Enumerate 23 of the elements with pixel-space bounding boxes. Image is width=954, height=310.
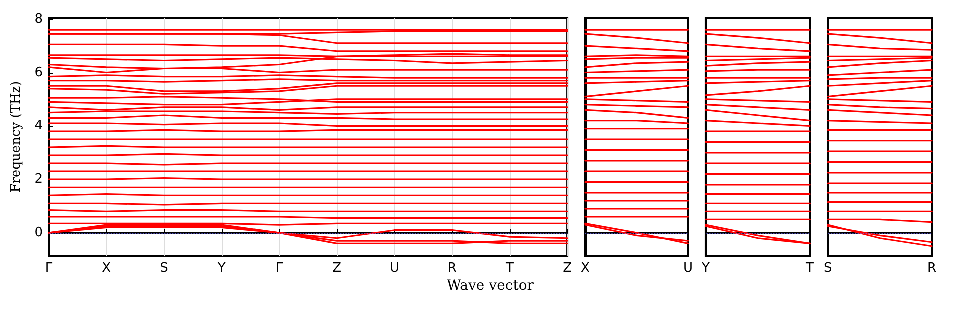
x-tick-label: Y xyxy=(700,261,710,276)
y-tick-label: 2 xyxy=(34,172,43,188)
x-tick-label: Z xyxy=(332,261,342,276)
y-tick-label: 4 xyxy=(34,118,43,134)
x-tick-label: Γ xyxy=(45,261,54,276)
x-tick-label: X xyxy=(102,261,112,276)
y-tick-label: 8 xyxy=(34,12,43,27)
x-tick-label: Y xyxy=(216,261,226,276)
x-axis-title: Wave vector xyxy=(447,278,534,294)
x-tick-label: U xyxy=(390,261,400,276)
x-tick-label: X xyxy=(581,261,590,276)
x-tick-label: Γ xyxy=(276,261,284,276)
y-axis-title: Frequency (THz) xyxy=(9,81,24,193)
x-tick-label: Z xyxy=(563,261,572,276)
x-tick-label: T xyxy=(504,261,514,276)
x-tick-label: R xyxy=(927,261,937,276)
y-tick-label: 0 xyxy=(34,226,43,241)
y-tick-label: 6 xyxy=(34,65,43,80)
x-tick-label: U xyxy=(683,261,693,276)
x-tick-label: S xyxy=(160,261,168,276)
x-tick-label: R xyxy=(448,261,457,276)
x-tick-label: S xyxy=(824,261,832,276)
x-tick-label: T xyxy=(805,261,814,276)
